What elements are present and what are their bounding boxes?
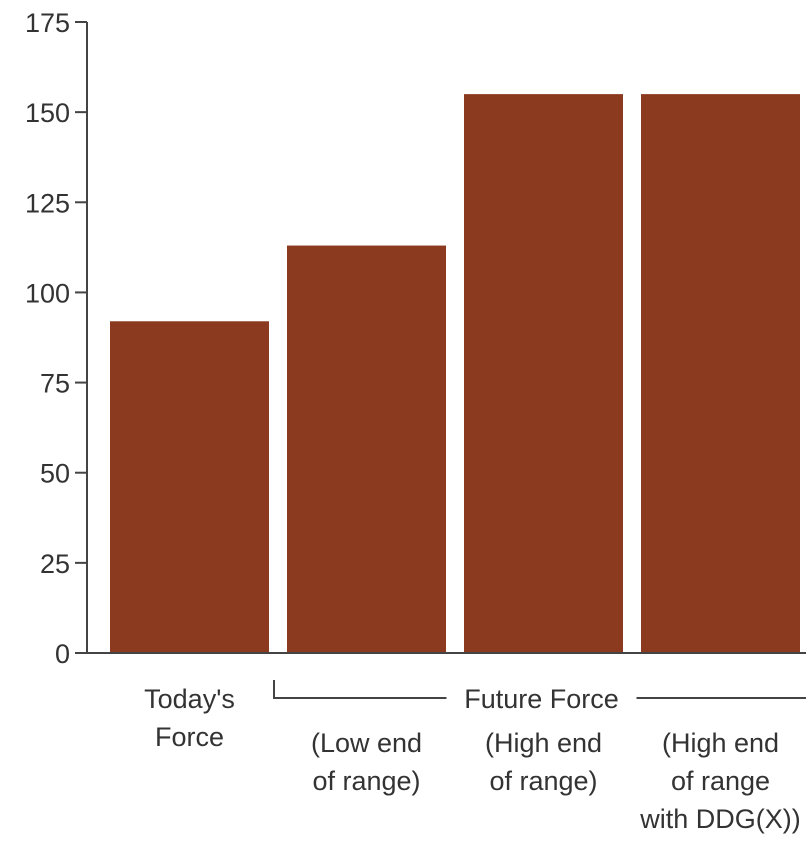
group-bracket-left [273,680,447,699]
y-tick-label-3: 75 [40,369,70,399]
axis-layer [75,21,806,654]
bar-1 [287,245,446,653]
y-tick-label-2: 50 [40,459,70,489]
y-tick-label-1: 25 [40,549,70,579]
bar-2 [464,94,623,654]
bar-3 [641,94,800,654]
y-tick-label-4: 100 [25,278,70,308]
y-tick-label-0: 0 [55,639,70,669]
group-label: Future Force [464,684,619,714]
category-label-0: Today's Force [144,684,235,752]
bar-0 [110,321,269,653]
category-label-2: (High end of range) [485,728,602,796]
group-bracket: Future Force [273,680,806,714]
y-tick-label-7: 175 [25,8,70,38]
y-tick-labels: 0 25 50 75 100 125 150 175 [25,8,70,669]
y-tick-label-6: 150 [25,98,70,128]
category-label-3: (High end of range with DDG(X)) [639,728,801,834]
y-tick-label-5: 125 [25,188,70,218]
category-labels: Today's Force (Low end of range) (High end of… [144,684,801,834]
bars-layer [110,94,800,654]
category-label-1: (Low end of range) [311,728,422,796]
